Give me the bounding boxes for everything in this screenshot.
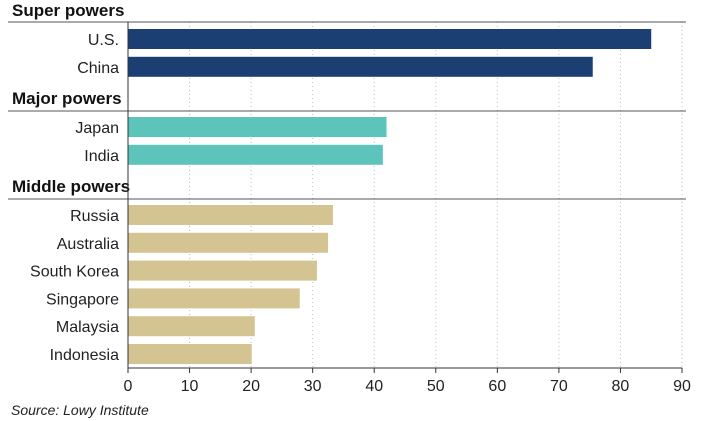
- source-note: Source: Lowy Institute: [11, 402, 149, 418]
- category-label: Singapore: [46, 291, 119, 308]
- group-title: Middle powers: [12, 177, 130, 196]
- group-title: Super powers: [12, 1, 124, 20]
- bar: [128, 29, 652, 49]
- group-title: Major powers: [12, 89, 122, 108]
- bar: [128, 117, 387, 137]
- x-tick-label: 90: [673, 378, 691, 395]
- category-label: South Korea: [30, 264, 119, 281]
- category-label: China: [77, 60, 119, 77]
- bar: [128, 232, 329, 253]
- x-tick-label: 80: [612, 378, 630, 395]
- x-tick-label: 20: [242, 378, 260, 395]
- category-label: Japan: [75, 120, 119, 137]
- x-tick-label: 70: [550, 378, 568, 395]
- x-tick-label: 60: [488, 378, 506, 395]
- category-label: Malaysia: [56, 319, 119, 336]
- category-label: India: [84, 148, 119, 165]
- category-label: Russia: [70, 208, 119, 225]
- bar: [128, 205, 333, 225]
- category-label: Indonesia: [50, 347, 119, 364]
- x-tick-label: 10: [181, 378, 199, 395]
- x-tick-label: 0: [124, 378, 133, 395]
- bar: [128, 316, 255, 337]
- bar: [128, 260, 317, 281]
- category-label: Australia: [57, 236, 119, 253]
- bar: [128, 288, 300, 309]
- bar: [128, 56, 593, 77]
- x-tick-label: 50: [427, 378, 445, 395]
- bar: [128, 344, 252, 364]
- x-tick-label: 40: [365, 378, 383, 395]
- category-label: U.S.: [88, 32, 119, 49]
- bar: [128, 144, 383, 165]
- x-tick-label: 30: [304, 378, 322, 395]
